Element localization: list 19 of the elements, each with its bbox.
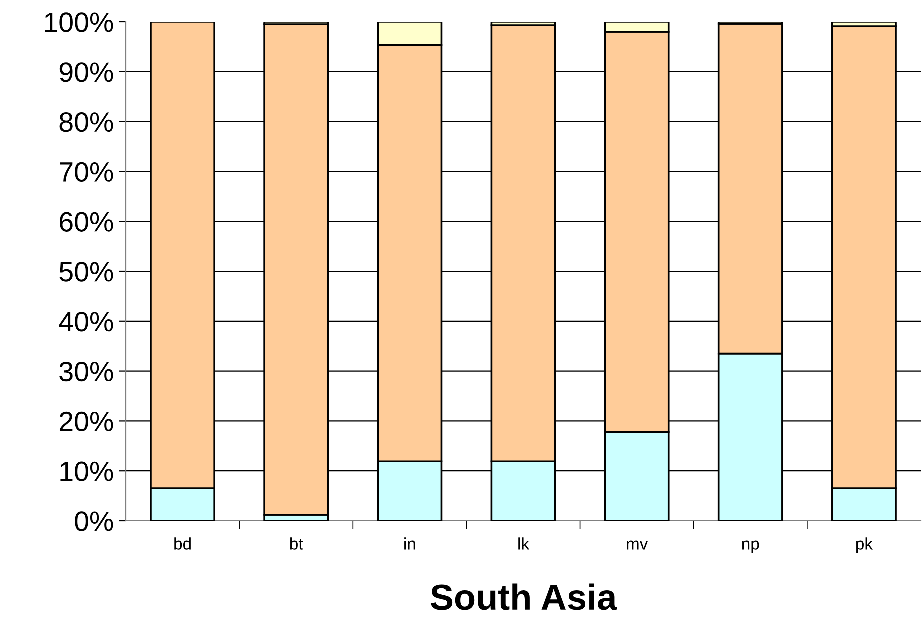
y-tick-label: 20% xyxy=(60,412,114,432)
x-tick-label: in xyxy=(404,538,416,550)
x-tick-label: pk xyxy=(856,538,874,554)
x-tick-label: lk xyxy=(518,538,530,550)
x-tick-label: bd xyxy=(174,538,191,550)
y-tick-label: 70% xyxy=(60,162,114,182)
x-axis-title: South Asia xyxy=(430,584,618,610)
y-tick-label: 30% xyxy=(60,362,114,382)
y-tick-label: 60% xyxy=(60,212,114,232)
y-tick-label: 90% xyxy=(60,62,114,82)
y-tick-label: 40% xyxy=(59,312,114,332)
y-tick-label: 80% xyxy=(60,112,114,132)
y-tick-label: 100% xyxy=(45,12,114,32)
y-tick-label: 10% xyxy=(60,462,114,482)
x-tick-label: mv xyxy=(627,540,648,550)
y-tick-label: 0% xyxy=(75,512,114,532)
y-tick-label: 50% xyxy=(60,262,114,282)
x-tick-label: bt xyxy=(290,538,304,550)
x-tick-label: np xyxy=(742,540,760,554)
